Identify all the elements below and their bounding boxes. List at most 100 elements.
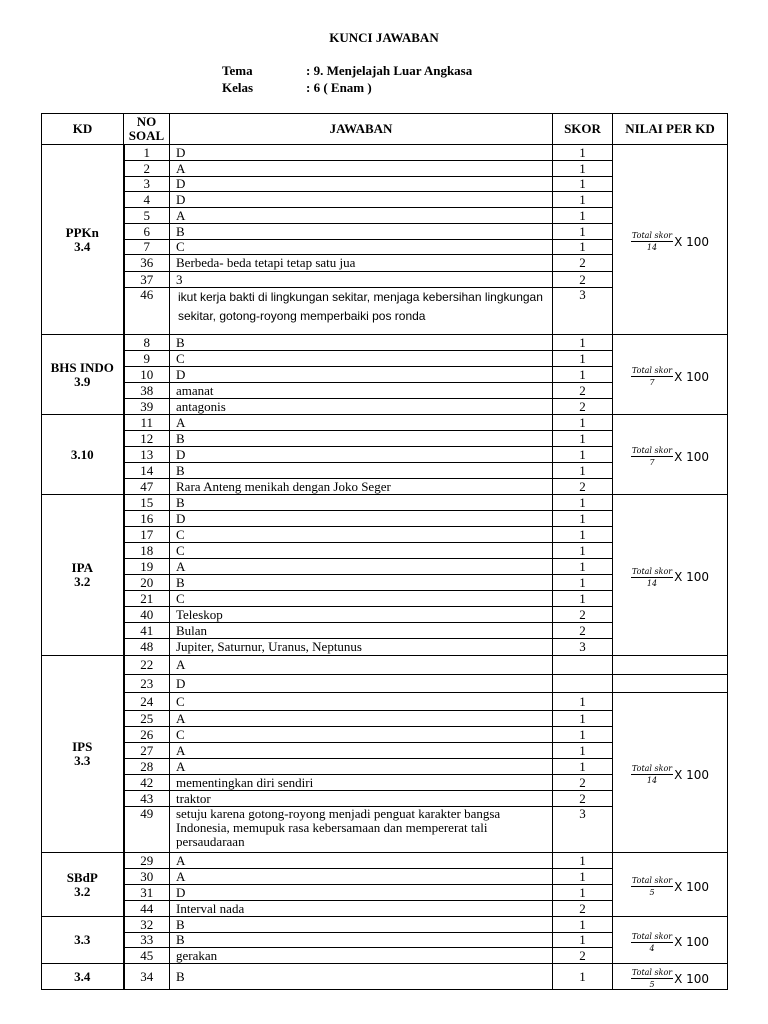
kd-label: 3.3 — [74, 932, 91, 947]
table-row: 30 A 1 — [42, 868, 728, 885]
formula-fraction: Total skor 14 — [630, 567, 674, 588]
skor-cell: 1 — [552, 334, 613, 351]
jawaban-cell: antagonis — [169, 398, 553, 415]
formula-fraction: Total skor 4 — [630, 932, 674, 953]
jawaban-cell: D — [169, 366, 553, 383]
jawaban-cell: B — [169, 494, 553, 511]
kd-cell: IPA 3.2 — [41, 494, 125, 656]
table-row: 33 B 1 — [42, 932, 728, 948]
no-soal-cell: 40 — [123, 606, 170, 623]
formula-denominator: 14 — [646, 776, 658, 785]
skor-cell: 1 — [552, 868, 613, 885]
jawaban-cell: B — [169, 574, 553, 591]
no-soal-cell: 21 — [123, 590, 170, 607]
nilai-formula: Total skor 4 X 100 — [630, 932, 710, 953]
table-row: 10 D 1 — [42, 366, 728, 383]
table-row: 24 C 1 Total skor 14 X 100 — [42, 692, 728, 853]
header-kd: KD — [41, 113, 124, 145]
document-title: KUNCI JAWABAN — [329, 30, 439, 45]
table-row: 16 D 1 — [42, 510, 728, 527]
no-soal-cell: 36 — [123, 254, 170, 272]
no-soal-cell: 12 — [123, 430, 170, 447]
skor-cell: 1 — [552, 558, 613, 575]
kd-label: IPA — [71, 560, 93, 575]
table-row: 3.10 11 A 1 Total skor 7 X 100 — [41, 414, 728, 495]
nilai-per-kd-cell: Total skor 7 X 100 — [612, 414, 728, 495]
jawaban-cell: 3 — [169, 271, 553, 288]
no-soal-cell: 25 — [123, 710, 170, 727]
jawaban-cell: Rara Anteng menikah dengan Joko Seger — [169, 478, 553, 495]
no-soal-cell: 32 — [123, 916, 170, 933]
jawaban-cell: A — [169, 414, 553, 431]
formula-fraction: Total skor 7 — [630, 366, 674, 387]
no-soal-cell: 38 — [123, 382, 170, 399]
table-row: 48 Jupiter, Saturnur, Uranus, Neptunus 3 — [42, 638, 728, 656]
no-soal-cell: 41 — [123, 622, 170, 639]
formula-fraction: Total skor 14 — [630, 764, 674, 785]
table-row: IPS 3.3 22 A — [41, 655, 728, 853]
kd-cell: PPKn 3.4 — [41, 144, 125, 335]
formula-multiplier: X 100 — [674, 234, 710, 249]
no-soal-cell: 31 — [123, 884, 170, 901]
formula-numerator: Total skor — [630, 366, 674, 377]
table-row: 41 Bulan 2 — [42, 622, 728, 639]
jawaban-cell: C — [169, 526, 553, 543]
formula-multiplier: X 100 — [674, 935, 710, 949]
jawaban-cell: A — [169, 742, 553, 759]
formula-numerator: Total skor — [630, 231, 674, 242]
no-soal-cell: 5 — [123, 207, 170, 224]
nilai-per-kd-cell: Total skor 4 X 100 — [612, 916, 728, 964]
kd-label: 3.10 — [70, 446, 94, 462]
skor-cell: 2 — [552, 622, 613, 639]
nilai-formula: Total skor 14 X 100 — [630, 567, 709, 588]
header-no-soal: NO SOAL — [123, 113, 170, 145]
no-soal-cell: 26 — [123, 726, 170, 743]
jawaban-cell: D — [169, 144, 553, 161]
table-row: 3.3 32 B 1 Total skor 4 X 100 — [41, 916, 728, 964]
kd-label: 3.3 — [74, 753, 91, 768]
no-soal-cell: 4 — [123, 191, 170, 208]
header-jawaban: JAWABAN — [169, 113, 553, 145]
no-soal-cell: 22 — [123, 655, 170, 675]
jawaban-cell: D — [169, 191, 553, 208]
jawaban-cell: B — [169, 916, 553, 933]
skor-cell: 1 — [552, 191, 613, 208]
skor-cell: 2 — [552, 382, 613, 399]
table-row: BHS INDO 3.9 8 B 1 Total skor 7 X 100 — [41, 334, 728, 415]
nilai-formula: Total skor 14 X 100 — [630, 764, 709, 785]
table-row: 28 A 1 — [42, 758, 728, 775]
table-row: PPKn 3.4 1 D 1 Total skor 14 X 100 — [41, 144, 728, 335]
table-row: 14 B 1 — [42, 462, 728, 479]
skor-cell: 1 — [552, 726, 613, 743]
jawaban-cell: D — [169, 674, 553, 693]
formula-numerator: Total skor — [630, 876, 674, 887]
jawaban-cell: amanat — [169, 382, 553, 399]
no-soal-cell: 8 — [123, 334, 170, 351]
no-soal-cell: 27 — [123, 742, 170, 759]
skor-cell: 2 — [552, 271, 613, 288]
skor-cell: 2 — [552, 254, 613, 272]
table-row: 49 setuju karena gotong-royong menjadi pe… — [42, 806, 728, 853]
no-soal-cell: 11 — [123, 414, 170, 431]
skor-cell: 1 — [552, 462, 613, 479]
kd-cell: BHS INDO 3.9 — [41, 334, 125, 415]
skor-cell — [552, 655, 613, 675]
kd-cell: IPS 3.3 — [41, 655, 125, 853]
no-soal-cell: 29 — [123, 852, 170, 869]
formula-fraction: Total skor 14 — [630, 231, 674, 252]
no-soal-cell: 47 — [123, 478, 170, 495]
no-soal-cell: 34 — [123, 963, 170, 990]
nilai-formula: Total skor 5 X 100 — [630, 968, 709, 989]
nilai-per-kd-cell: Total skor 5 X 100 — [612, 963, 728, 990]
jawaban-cell: D — [169, 884, 553, 901]
no-soal-cell: 24 — [123, 692, 170, 711]
jawaban-cell: Jupiter, Saturnur, Uranus, Neptunus — [169, 638, 553, 656]
skor-cell: 1 — [552, 223, 613, 240]
jawaban-cell: A — [169, 655, 553, 675]
jawaban-cell: B — [169, 223, 553, 240]
skor-cell: 1 — [552, 574, 613, 591]
no-soal-cell: 37 — [123, 271, 170, 288]
skor-cell: 2 — [552, 790, 613, 807]
table-row: 47 Rara Anteng menikah dengan Joko Seger 2 — [42, 478, 728, 495]
no-soal-cell: 15 — [123, 494, 170, 511]
